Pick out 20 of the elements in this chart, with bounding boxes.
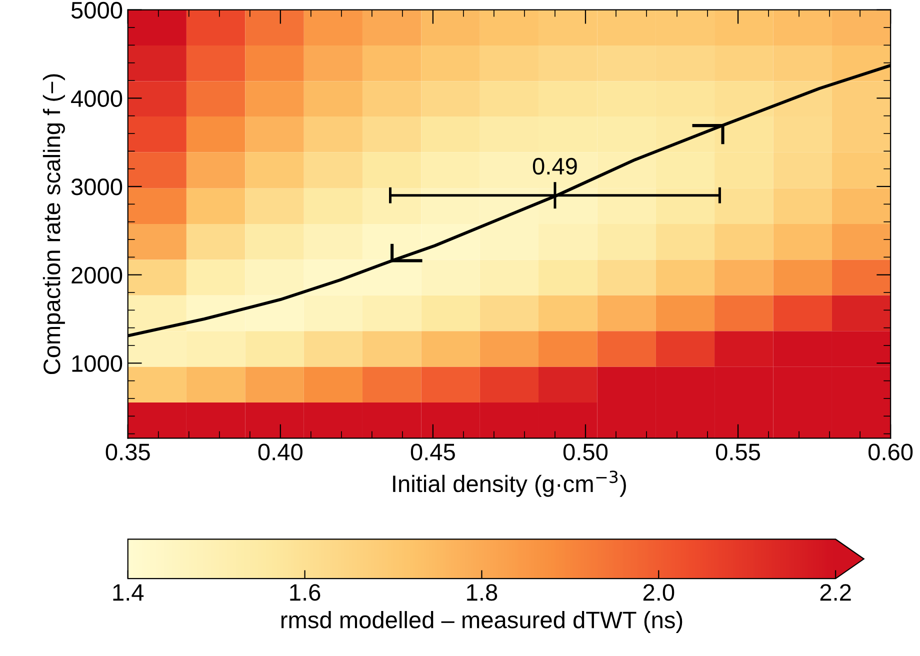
color-bar-label: 1.4 [113, 584, 144, 601]
x-tick-label: 0.35 [106, 444, 150, 460]
color-bar-label: 2.0 [643, 584, 674, 601]
x-tick-label: 0.45 [410, 444, 455, 460]
color-bar-title: rmsd modelled – measured dTWT (ns) [281, 611, 682, 634]
x-axis-title: Initial density (g·cm$^{−3}$) [393, 470, 626, 497]
y-tick-label: 3000 [71, 178, 122, 196]
y-tick-label: 1000 [72, 355, 122, 372]
color-bar-label: 2.2 [820, 584, 851, 601]
x-tick-label: 0.60 [868, 444, 913, 460]
y-tick-label: 4000 [71, 90, 122, 107]
y-tick-label: 5000 [71, 2, 122, 19]
color-bar-label: 1.8 [467, 584, 498, 601]
annotation: 0.49 [532, 158, 577, 175]
x-tick-label: 0.55 [716, 444, 760, 460]
y-tick-label: 2000 [72, 266, 122, 284]
x-tick-label: 0.40 [258, 444, 302, 460]
y-axis-title: Compaction rate scaling f (−) [42, 74, 65, 374]
x-tick-label: 0.50 [563, 444, 608, 460]
color-bar-label: 1.6 [290, 584, 320, 601]
